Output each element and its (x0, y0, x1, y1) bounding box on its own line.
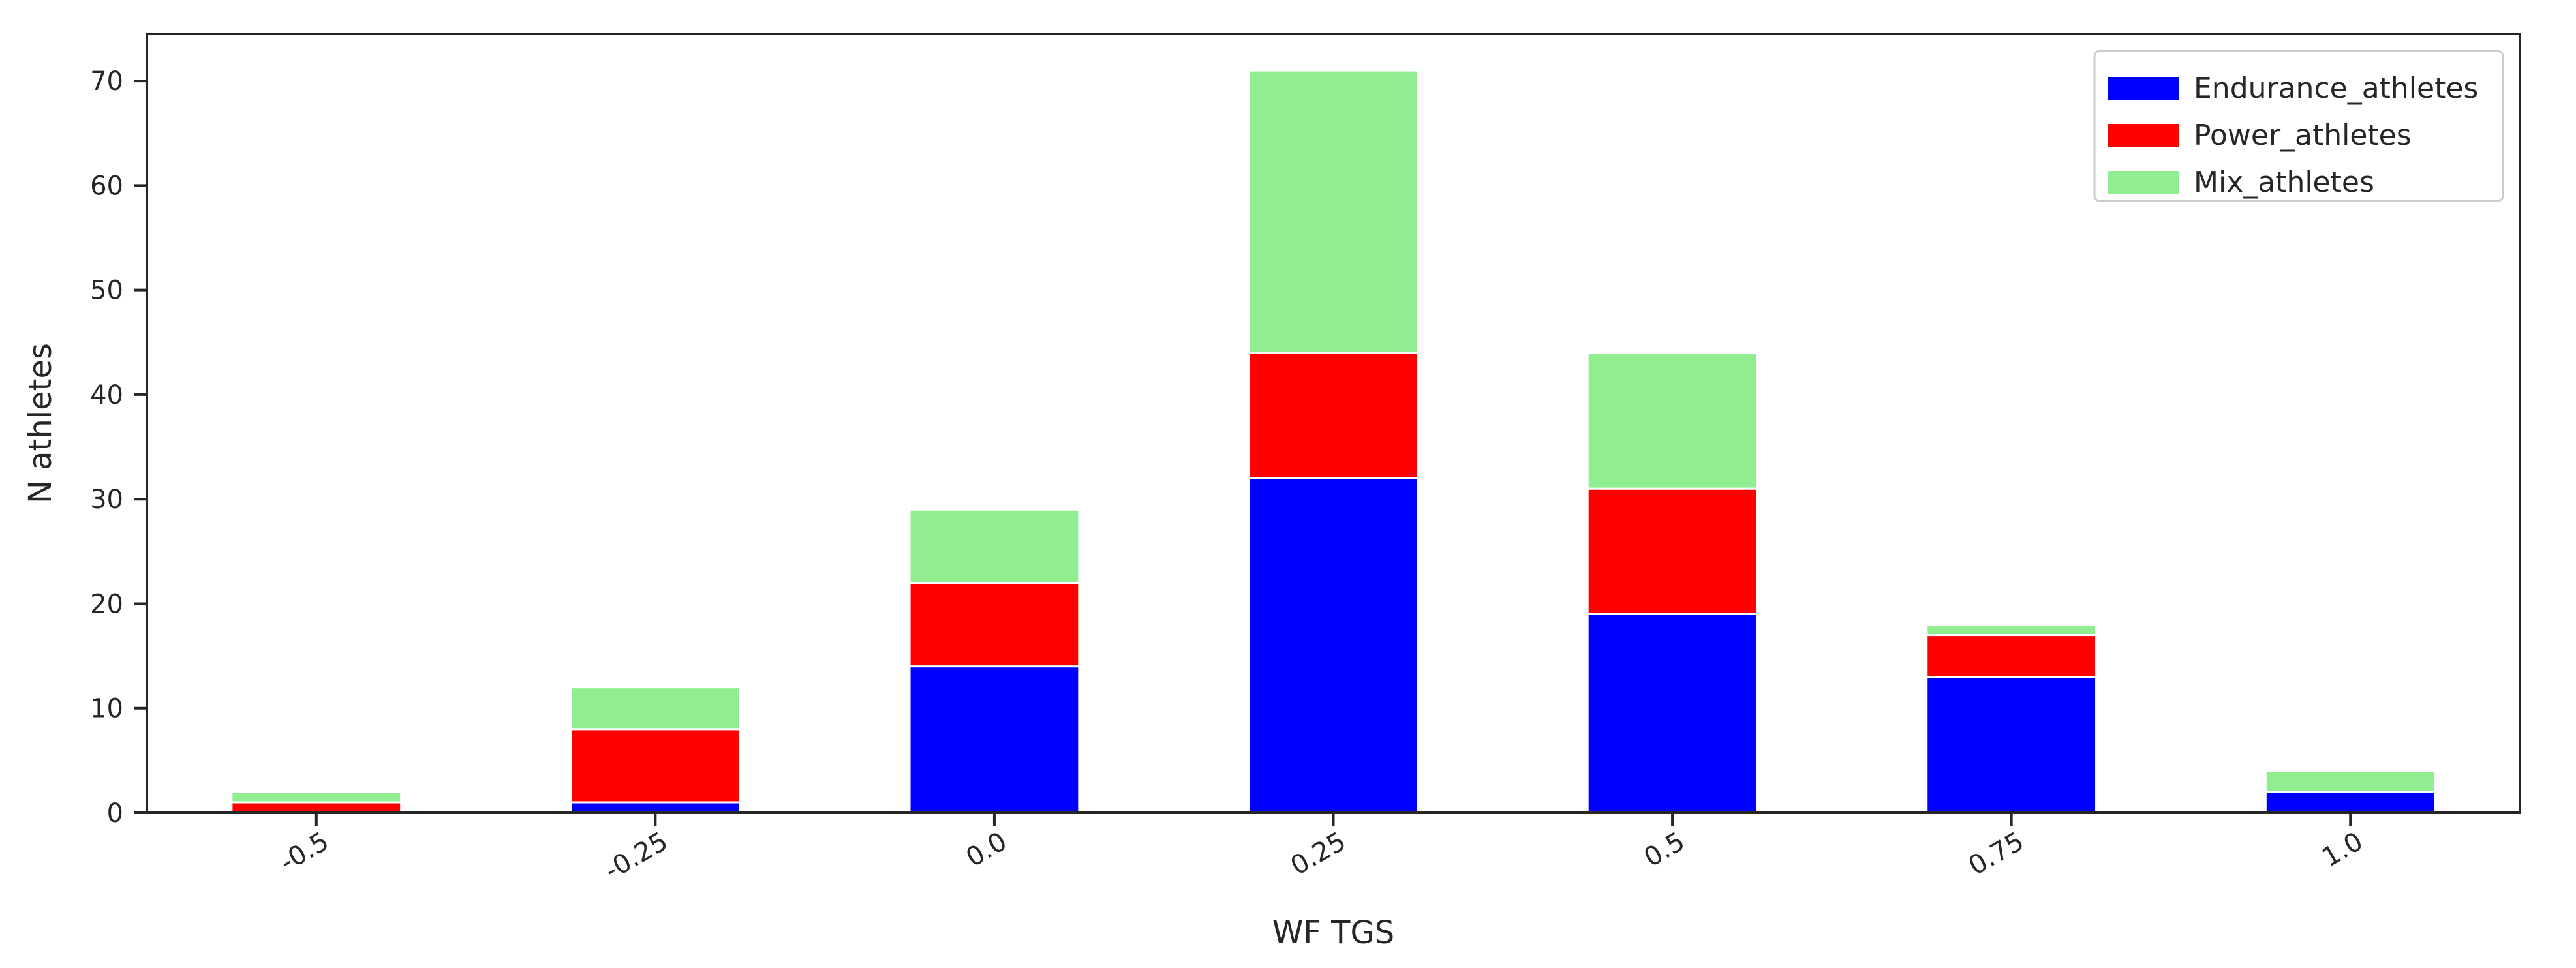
bar-mix-athletes-1 (569, 686, 741, 731)
y-axis: 0 10 20 30 40 50 60 70 (90, 67, 147, 828)
x-tick-label-6: 1.0 (2317, 826, 2368, 873)
legend-label-1: Power_athletes (2194, 119, 2412, 152)
x-tick-label-0: -0.5 (275, 826, 334, 878)
x-tick-label-3: 0.25 (1285, 826, 1351, 881)
bar-power-athletes-3 (1248, 352, 1419, 479)
bar-mix-athletes-4 (1586, 352, 1758, 490)
x-axis: -0.5 -0.25 0.0 0.25 0.5 0.75 1.0 (275, 813, 2368, 886)
bar-endurance-athletes-5 (1925, 676, 2098, 814)
y-tick-label-0: 0 (107, 798, 123, 828)
y-tick-label-7: 70 (90, 67, 123, 97)
y-tick-label-6: 60 (90, 171, 123, 201)
bar-power-athletes-1 (569, 728, 741, 804)
bar-endurance-athletes-6 (2264, 791, 2436, 814)
bar-mix-athletes-0 (230, 791, 403, 804)
plot-frame (146, 33, 2521, 814)
legend-label-0: Endurance_athletes (2194, 72, 2478, 105)
legend-label-2: Mix_athletes (2194, 166, 2374, 199)
bar-mix-athletes-3 (1248, 69, 1419, 354)
y-tick-label-3: 30 (90, 485, 123, 515)
bar-endurance-athletes-4 (1586, 613, 1758, 814)
y-axis-label: N athletes (22, 343, 59, 504)
bar-mix-athletes-2 (908, 508, 1081, 584)
y-tick-label-1: 10 (90, 694, 123, 724)
bar-power-athletes-0 (230, 801, 403, 814)
x-tick-label-5: 0.75 (1964, 826, 2029, 881)
bar-power-athletes-2 (908, 581, 1081, 668)
x-tick-label-2: 0.0 (961, 826, 1012, 873)
bar-mix-athletes-5 (1925, 624, 2098, 637)
bars-layer (230, 69, 2436, 814)
legend-swatch-2 (2108, 171, 2179, 194)
legend-swatch-0 (2108, 77, 2179, 100)
y-tick-label-5: 50 (90, 276, 123, 306)
x-tick-label-4: 0.5 (1639, 826, 1690, 873)
bar-mix-athletes-6 (2264, 770, 2436, 793)
x-tick-label-1: -0.25 (600, 826, 673, 886)
y-tick-label-2: 20 (90, 589, 123, 619)
bar-endurance-athletes-3 (1248, 477, 1419, 814)
bar-endurance-athletes-1 (569, 801, 741, 814)
legend: Endurance_athletes Power_athletes Mix_athl… (2093, 50, 2504, 202)
legend-swatch-1 (2108, 124, 2179, 147)
bar-power-athletes-5 (1925, 634, 2098, 678)
legend-box (2093, 50, 2504, 202)
bar-endurance-athletes-2 (908, 665, 1081, 814)
bar-power-athletes-4 (1586, 487, 1758, 615)
y-tick-label-4: 40 (90, 380, 123, 410)
x-axis-label: WF TGS (1272, 915, 1394, 951)
